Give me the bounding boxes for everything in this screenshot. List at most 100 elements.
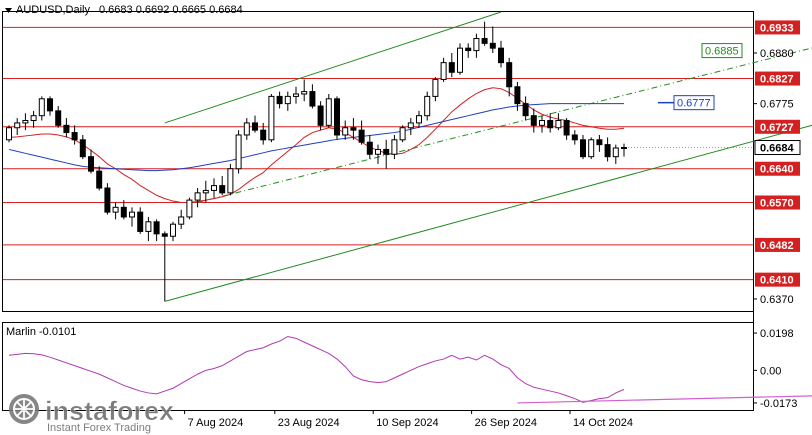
- channel-lower-line: [164, 124, 812, 302]
- candle-bear: [350, 127, 357, 131]
- target-markers: 0.6885 0.6777: [658, 43, 743, 111]
- level-badge: [755, 20, 800, 35]
- trend-channel: [164, 11, 812, 302]
- level-label: 0.6727: [760, 122, 794, 134]
- candle-bull: [194, 192, 201, 201]
- candle-bear: [252, 122, 258, 131]
- oscillator-line: [8, 335, 625, 403]
- oscillator: 0.0198 0.00 -0.0173: [8, 328, 812, 410]
- candle-bear: [358, 129, 365, 143]
- candle-bear: [161, 233, 168, 237]
- candle-bull: [227, 168, 234, 194]
- candle-bull: [342, 127, 349, 136]
- level-badge: [755, 272, 800, 287]
- candle-bear: [465, 47, 472, 52]
- candle-bull: [301, 91, 308, 95]
- horizontal-levels: [3, 26, 753, 281]
- candle-bull: [416, 115, 422, 124]
- candle-bull: [457, 47, 463, 73]
- candle-bull: [399, 127, 406, 141]
- candle-bear: [104, 187, 111, 213]
- level-badge: [755, 161, 800, 176]
- candle-bull: [129, 211, 135, 218]
- candle-bull: [555, 120, 562, 129]
- price-axis: 0.6933 0.6827 0.6727 0.6640 0.6570 0.6482 0.64…: [753, 20, 801, 306]
- candle-bear: [334, 98, 340, 136]
- candle-bear: [309, 91, 316, 107]
- candle-bear: [47, 98, 53, 112]
- candle-bear: [580, 139, 586, 158]
- candle-bear: [120, 206, 127, 218]
- level-label: 0.6410: [760, 275, 794, 287]
- candle-bear: [571, 134, 578, 141]
- candle-bull: [440, 62, 447, 81]
- triangle-down-icon[interactable]: [5, 8, 12, 13]
- channel-middle-dashed-line: [197, 47, 812, 203]
- candle-bear: [63, 124, 70, 134]
- candle-bear: [71, 132, 78, 141]
- candle-bear: [153, 221, 160, 235]
- candle-bull: [432, 79, 439, 97]
- indicator-title: Marlin -0.0101: [6, 326, 76, 338]
- moving-averages: [8, 87, 625, 203]
- candle-bear: [604, 144, 611, 158]
- current-price-label: 0.6684: [760, 143, 795, 155]
- candle-bull: [22, 120, 29, 124]
- candle-bear: [498, 47, 504, 64]
- candle-bear: [481, 38, 488, 44]
- level-badge: [755, 195, 800, 210]
- target-label: 0.6885: [705, 46, 739, 58]
- date-axis: 7 Aug 2024 23 Aug 2024 10 Sep 2024 26 Sep 2…: [184, 410, 633, 429]
- candle-bull: [145, 221, 152, 232]
- candle-bull: [621, 147, 627, 150]
- candle-bear: [514, 86, 521, 105]
- oscillator-divergence-line: [517, 395, 812, 404]
- current-price-badge: [754, 140, 801, 156]
- level-badge: [755, 71, 800, 86]
- candle-bull: [284, 95, 291, 105]
- date-label: 26 Sep 2024: [475, 417, 537, 429]
- candle-bull: [170, 223, 176, 237]
- candle-bear: [79, 139, 86, 158]
- candle-bear: [317, 105, 324, 126]
- channel-upper-line: [164, 11, 502, 124]
- candle-bull: [588, 139, 595, 158]
- candle-bull: [186, 199, 193, 218]
- candle-bull: [268, 95, 275, 141]
- candle-bull: [235, 134, 242, 170]
- instaforex-logo-icon: [9, 394, 39, 424]
- candle-bear: [596, 139, 603, 146]
- candle-bear: [366, 141, 373, 155]
- candle-bull: [202, 189, 209, 194]
- candle-bear: [489, 42, 496, 49]
- level-badge: [755, 237, 800, 252]
- target-badge: [673, 95, 715, 111]
- watermark-brand: instaforex: [45, 396, 174, 426]
- watermark-tagline: Instant Forex Trading: [47, 422, 151, 434]
- candle-bear: [506, 62, 513, 88]
- candle-bull: [14, 122, 21, 129]
- candle-bull: [407, 122, 414, 129]
- candle-bear: [137, 211, 144, 232]
- candle-bull: [612, 147, 619, 158]
- osc-axis-label: 0.0198: [760, 328, 794, 340]
- candle-bear: [55, 110, 62, 126]
- candle-bull: [243, 122, 250, 136]
- level-label: 0.6640: [760, 164, 794, 176]
- candle-bull: [473, 38, 480, 52]
- candle-bull: [112, 206, 119, 213]
- candles: [6, 21, 627, 302]
- candle-bull: [293, 93, 299, 97]
- target-badge: [701, 43, 743, 59]
- candle-bear: [522, 103, 529, 117]
- date-label: 10 Sep 2024: [376, 417, 438, 429]
- candle-bull: [178, 216, 185, 225]
- date-label: 7 Aug 2024: [188, 417, 244, 429]
- ma-blue-line: [8, 103, 624, 172]
- candle-bull: [30, 115, 37, 122]
- candle-bear: [276, 95, 283, 105]
- candle-bear: [88, 156, 94, 172]
- level-label: 0.6570: [760, 197, 794, 209]
- axis-label: 0.6880: [760, 48, 794, 60]
